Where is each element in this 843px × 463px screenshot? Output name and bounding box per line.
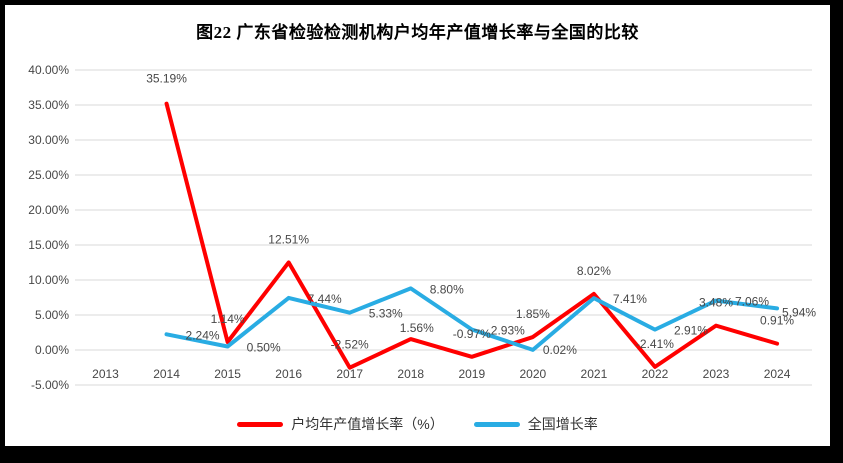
y-axis-tick-label: 30.00% [28, 133, 69, 147]
data-label: 5.94% [782, 305, 816, 319]
data-label: 8.80% [430, 282, 464, 296]
data-label: 5.33% [369, 307, 403, 321]
data-label: 7.06% [735, 295, 769, 309]
x-axis-tick-label: 2024 [764, 367, 791, 381]
data-label: 7.41% [613, 292, 647, 306]
data-label: 0.91% [760, 314, 794, 328]
chart-title: 图22 广东省检验检测机构户均年产值增长率与全国的比较 [196, 23, 639, 42]
y-axis-tick-label: 15.00% [28, 238, 69, 252]
data-label: 8.02% [577, 264, 611, 278]
data-label: -2.41% [636, 337, 674, 351]
x-axis-tick-label: 2017 [336, 367, 363, 381]
x-axis-tick-label: 2020 [519, 367, 546, 381]
series-line-1 [164, 286, 780, 352]
x-axis-tick-label: 2022 [642, 367, 669, 381]
legend: 户均年产值增长率（%） 全国增长率 [5, 414, 830, 434]
plot-area: 40.00% 35.00% 30.00% 25.00% 20.00% 15.00% 10.0… [28, 63, 816, 392]
x-axis-tick-label: 2016 [275, 367, 302, 381]
data-label: -2.52% [331, 338, 369, 352]
legend-item-national-growth: 全国增长率 [473, 414, 598, 434]
data-label: 2.91% [674, 324, 708, 338]
y-axis-tick-label: 0.00% [35, 343, 69, 357]
data-label: 0.02% [543, 343, 577, 357]
x-axis-tick-label: 2015 [214, 367, 241, 381]
data-label: 2.24% [186, 328, 220, 342]
data-label: 7.44% [308, 292, 342, 306]
data-label: 12.51% [268, 232, 309, 246]
data-label: 1.14% [211, 312, 245, 326]
legend-label-national-growth: 全国增长率 [527, 416, 598, 432]
x-axis-tick-label: 2019 [458, 367, 485, 381]
y-axis-tick-label: 40.00% [28, 63, 69, 77]
x-axis-tick-label: 2013 [92, 367, 119, 381]
y-axis-tick-label: 25.00% [28, 168, 69, 182]
x-axis-tick-label: 2014 [153, 367, 180, 381]
data-label: 2.93% [491, 323, 525, 337]
y-axis-tick-label: 35.00% [28, 98, 69, 112]
legend-item-household-growth: 户均年产值增长率（%） [237, 414, 444, 434]
y-axis-tick-label: 10.00% [28, 273, 69, 287]
data-label: 1.85% [516, 307, 550, 321]
y-axis-tick-label: -5.00% [31, 378, 69, 392]
y-axis-tick-label: 5.00% [35, 308, 69, 322]
x-axis-tick-label: 2018 [397, 367, 424, 381]
data-label: -0.97% [453, 327, 491, 341]
x-axis-tick-label: 2021 [581, 367, 608, 381]
y-axis-tick-label: 20.00% [28, 203, 69, 217]
red-line-swatch-icon [237, 421, 284, 427]
data-label: 1.56% [400, 321, 434, 335]
series-line-0 [164, 101, 780, 370]
data-label: 3.48% [699, 296, 733, 310]
data-label: 0.50% [247, 341, 281, 355]
legend-label-household-growth: 户均年产值增长率（%） [291, 416, 444, 432]
blue-line-swatch-icon [473, 421, 520, 427]
data-label: 35.19% [146, 72, 187, 86]
x-axis-tick-label: 2023 [703, 367, 730, 381]
